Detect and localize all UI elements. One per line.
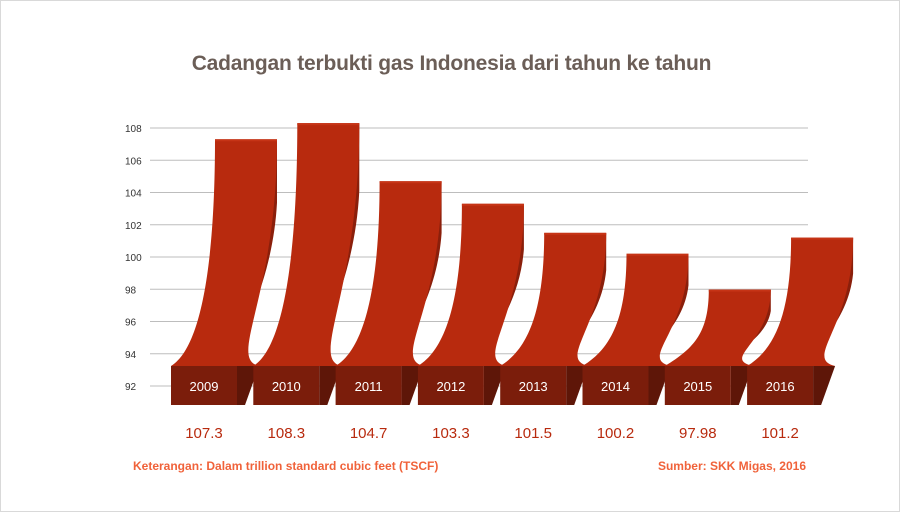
y-tick-label: 96: [125, 318, 137, 329]
year-box: [500, 366, 567, 405]
bar: [171, 139, 277, 366]
bar-top: [461, 203, 524, 206]
year-box: [335, 366, 402, 405]
bar: [335, 181, 442, 366]
bar: [500, 232, 607, 366]
x-tick-label: 2014: [601, 379, 630, 394]
data-label: 100.2: [597, 425, 635, 442]
bar-top: [379, 181, 442, 184]
source-note: Sumber: SKK Migas, 2016: [657, 459, 806, 473]
bar: [253, 123, 360, 366]
bar-top: [544, 232, 607, 235]
x-tick-label: 2012: [436, 379, 465, 394]
year-box: [417, 366, 484, 405]
data-label: 104.7: [350, 425, 388, 442]
unit-note: Keterangan: Dalam trillion standard cubi…: [133, 459, 439, 473]
x-tick-label: 2010: [272, 379, 301, 394]
data-label: 103.3: [432, 425, 470, 442]
bar-top: [626, 253, 689, 256]
data-label: 107.3: [185, 425, 223, 442]
year-box: [253, 366, 320, 405]
data-label: 101.5: [514, 425, 552, 442]
x-tick-label: 2015: [683, 379, 712, 394]
year-box: [747, 366, 814, 405]
year-box: [171, 366, 237, 405]
y-tick-label: 104: [125, 189, 142, 200]
bar: [747, 237, 854, 366]
year-box: [582, 366, 649, 405]
y-tick-label: 92: [125, 382, 137, 393]
year-box-side: [813, 366, 836, 405]
bar-top: [708, 289, 771, 292]
y-tick-label: 102: [125, 221, 142, 232]
bar: [582, 253, 689, 366]
y-tick-label: 108: [125, 124, 142, 135]
data-label: 97.98: [679, 425, 717, 442]
y-tick-label: 106: [125, 156, 142, 167]
x-tick-label: 2013: [519, 379, 548, 394]
y-tick-label: 94: [125, 350, 137, 361]
bar-top: [215, 139, 277, 142]
x-tick-label: 2016: [766, 379, 795, 394]
bar: [417, 203, 524, 366]
x-tick-label: 2011: [355, 379, 383, 394]
y-tick-label: 98: [125, 285, 137, 296]
data-label: 101.2: [761, 425, 799, 442]
bar: [664, 289, 771, 366]
chart-title: Cadangan terbukti gas Indonesia dari tah…: [191, 52, 712, 75]
data-label: 108.3: [268, 425, 306, 442]
bar-top: [791, 237, 854, 240]
y-tick-label: 100: [125, 253, 142, 264]
year-box: [664, 366, 731, 405]
x-tick-label: 2009: [190, 379, 219, 394]
bar-top: [297, 123, 360, 126]
